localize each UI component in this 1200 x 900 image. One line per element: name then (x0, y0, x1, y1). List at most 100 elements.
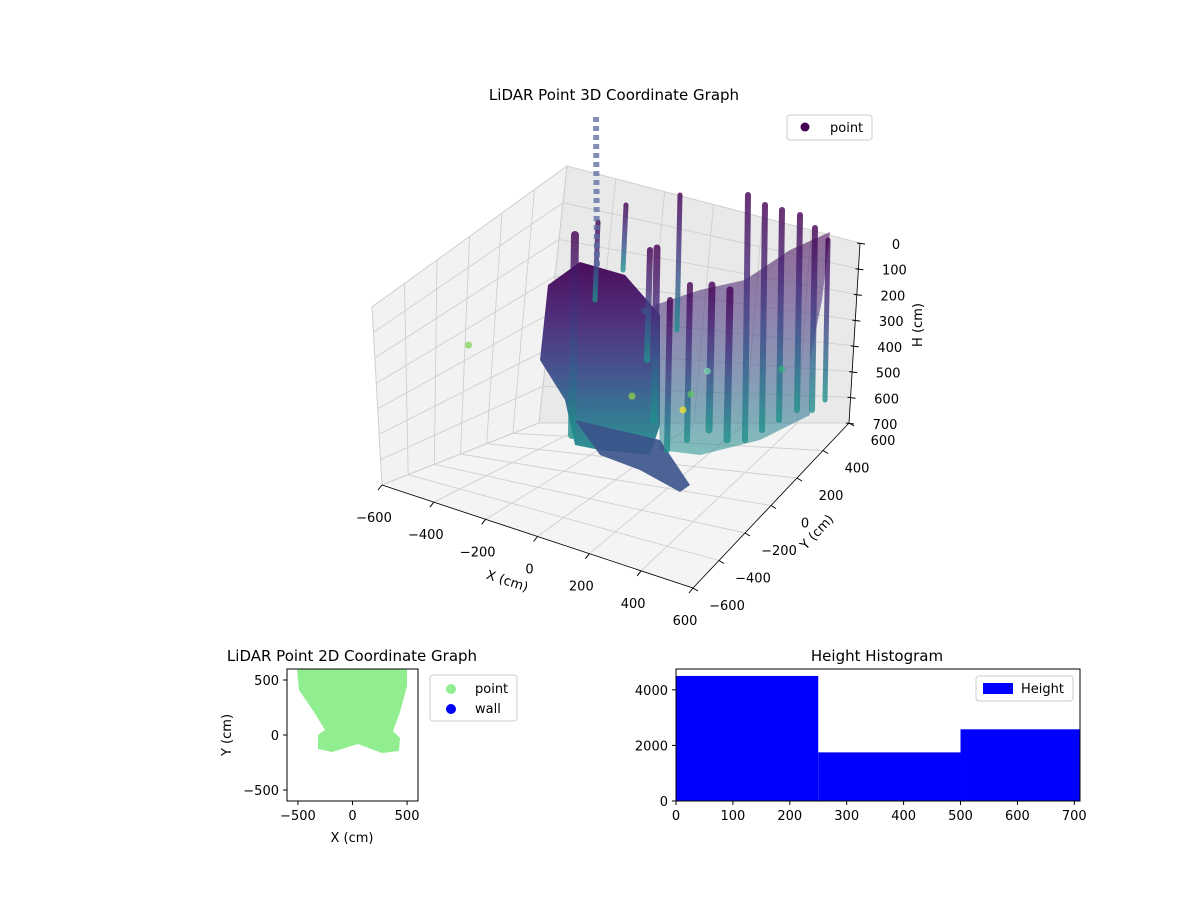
z-tick-label: 600 (874, 392, 899, 407)
y-tick-label: 0 (801, 517, 809, 532)
cloud-column (568, 231, 579, 439)
cloud-column (759, 202, 768, 433)
y-tick-mark (692, 587, 699, 592)
z-axis-line (848, 242, 861, 424)
y-tick-label: 600 (871, 434, 896, 449)
x-axis-label-2d: X (cm) (331, 831, 374, 846)
grid-y-left (371, 306, 383, 486)
grid-z-left (374, 239, 560, 359)
y-tick-mark (796, 477, 803, 482)
grid-z-left (378, 349, 548, 435)
x-axis-label: X (cm) (484, 568, 530, 596)
y-tick-mark (718, 560, 725, 564)
outlier-point (465, 341, 472, 349)
x-tick-label-hist: 600 (1005, 809, 1030, 824)
cloud-columns (568, 116, 831, 453)
x-tick-label-2d: −500 (280, 809, 316, 824)
histogram-bars (676, 675, 1080, 801)
cloud-column (644, 247, 653, 363)
x-tick-mark (688, 587, 694, 594)
y-tick-mark (822, 450, 829, 454)
plot-frame-histogram (675, 668, 1081, 802)
grid-y-left (512, 189, 535, 434)
z-tick-mark (849, 371, 858, 374)
cloud-floor (575, 420, 690, 492)
grid-z-left (377, 312, 552, 410)
y-tick-mark (770, 505, 777, 509)
legend-histogram-frame (975, 675, 1074, 702)
ticks-histogram: 0 100 200 300 400 500 600 700 0 2000 4000 (635, 684, 1087, 824)
z-tick-mark (845, 422, 855, 425)
x-tick-label-hist: 400 (891, 809, 916, 824)
x-tick-mark (481, 519, 487, 525)
cloud-column (794, 212, 803, 413)
grid-y-left (460, 236, 470, 455)
z-tick-mark (856, 242, 866, 245)
grid-z-left (376, 275, 556, 384)
histogram-bar (818, 752, 961, 801)
chart-2d-title: LiDAR Point 2D Coordinate Graph (227, 647, 477, 665)
x-tick-mark (533, 536, 538, 542)
grid-z-left (371, 165, 568, 308)
z-tick-label: 700 (873, 418, 898, 433)
grid-y-left (433, 259, 438, 465)
point-cloud-3d (540, 116, 831, 492)
legend-2d: point wall (429, 674, 518, 722)
x-tick-label: −400 (408, 528, 444, 543)
outlier-points-3d (465, 307, 786, 414)
histogram-bar (960, 729, 1080, 801)
y-tick-mark (744, 532, 751, 537)
z-tick-mark (853, 293, 862, 296)
x-tick-label-2d: 500 (395, 809, 420, 824)
x-tick-label-2d: 0 (348, 809, 356, 824)
cloud-column (705, 281, 716, 434)
legend-histogram-swatch (983, 683, 1013, 694)
legend-2d-label-wall: wall (475, 702, 501, 717)
x-tick-label: −200 (460, 545, 496, 560)
outlier-point (679, 406, 687, 414)
y-tick-label-hist: 4000 (635, 684, 668, 699)
histogram-title: Height Histogram (811, 647, 943, 665)
outlier-point (687, 390, 695, 398)
ticks-2d: −500 0 500 −500 0 500 (243, 674, 419, 824)
y-tick-label-2d: 500 (254, 674, 279, 689)
outlier-point (703, 367, 711, 375)
x-tick-label-hist: 100 (720, 809, 745, 824)
y-tick-label-2d: 0 (271, 729, 279, 744)
grid-y-left (404, 283, 409, 475)
chart-2d: LiDAR Point 2D Coordinate Graph −500 0 500… (220, 647, 518, 846)
x-tick-mark (584, 553, 590, 559)
legend-2d-marker-point (446, 684, 456, 694)
histogram: Height Histogram 0 100 200 300 400 500 600 7000… (635, 647, 1087, 824)
outlier-point (628, 392, 636, 400)
legend-2d-label-point: point (475, 682, 508, 697)
x-tick-mark (636, 570, 642, 577)
z-axis-label: H (cm) (911, 303, 926, 347)
legend-3d-frame (786, 114, 873, 141)
chart-3d-title: LiDAR Point 3D Coordinate Graph (489, 86, 739, 104)
cloud-column (809, 225, 818, 413)
y-tick-label: −400 (735, 572, 771, 587)
ticks-3d: −600−400−2000200400600−600−400−200020040… (356, 238, 907, 629)
cloud-column (650, 244, 661, 424)
x-tick-label-hist: 0 (672, 809, 680, 824)
histogram-bar (676, 675, 819, 801)
grid-z-left (380, 385, 544, 460)
cloud-column (742, 192, 751, 443)
x-tick-label-hist: 200 (777, 809, 802, 824)
z-tick-label: 400 (877, 341, 902, 356)
cloud-column (822, 237, 831, 403)
legend-3d-label-point: point (830, 121, 863, 136)
x-tick-label: 200 (569, 580, 594, 595)
scatter-2d-point-cloud (297, 669, 407, 753)
cloud-column-tall (593, 116, 600, 269)
legend-3d: point (786, 114, 873, 141)
z-tick-mark (847, 396, 856, 399)
y-tick-label-hist: 2000 (635, 739, 668, 754)
grid-z-left (373, 202, 564, 333)
y-tick-label: −600 (709, 599, 745, 614)
z-tick-label: 100 (882, 264, 907, 279)
cloud-right-wall (655, 232, 830, 455)
chart-3d: LiDAR Point 3D Coordinate Graph −600 −400… (356, 86, 926, 629)
x-tick-label-hist: 500 (948, 809, 973, 824)
